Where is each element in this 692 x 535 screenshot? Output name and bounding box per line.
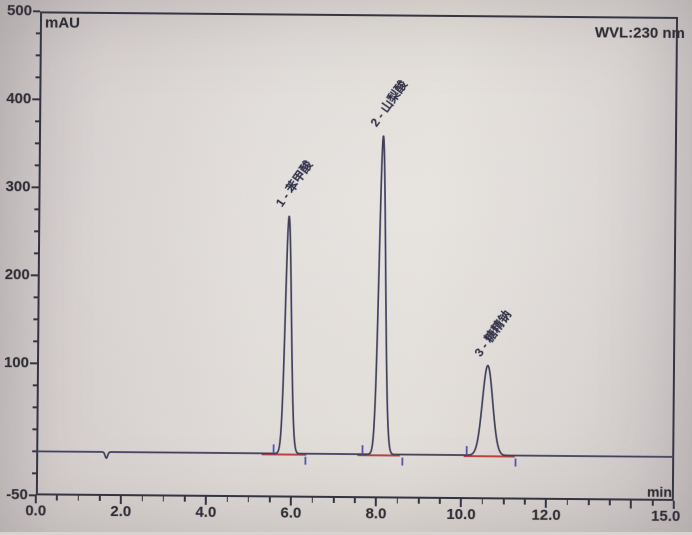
y-axis-tick: [33, 10, 40, 12]
x-axis-minor-tick: [652, 501, 654, 506]
x-axis-minor-tick: [163, 496, 165, 501]
y-axis-tick: [31, 274, 38, 276]
x-axis-tick-label: 15.0: [646, 508, 686, 526]
x-axis-minor-tick: [78, 496, 80, 501]
y-axis-minor-tick: [34, 296, 38, 298]
x-axis-tick-label: 12.0: [526, 507, 566, 525]
y-axis-minor-tick: [32, 450, 36, 452]
x-axis-minor-tick: [56, 496, 58, 501]
x-axis-minor-tick: [418, 499, 420, 504]
y-axis-tick-label: 400: [1, 90, 31, 108]
x-axis-minor-tick: [397, 499, 399, 504]
y-axis-minor-tick: [32, 428, 36, 430]
y-axis-tick-label: 200: [0, 266, 30, 284]
y-axis-minor-tick: [36, 32, 40, 34]
y-axis-minor-tick: [35, 76, 39, 78]
x-axis-tick-label: 8.0: [356, 505, 396, 523]
x-axis-minor-tick: [269, 497, 271, 502]
x-axis-tick-label: 2.0: [101, 503, 141, 521]
x-axis-minor-tick: [184, 497, 186, 502]
chromatogram-trace: [36, 133, 677, 463]
y-axis-minor-tick: [33, 318, 37, 320]
chromatogram-plot-area: [36, 11, 678, 501]
x-axis-minor-tick: [524, 500, 526, 505]
y-axis-minor-tick: [33, 384, 37, 386]
x-axis-tick-label: 10.0: [441, 506, 481, 524]
y-axis-minor-tick: [35, 120, 39, 122]
x-axis-minor-tick: [333, 498, 335, 503]
x-axis-tick-label: 6.0: [271, 504, 311, 522]
x-axis-minor-tick: [609, 500, 611, 505]
y-axis-minor-tick: [35, 142, 39, 144]
x-axis-minor-tick: [311, 498, 313, 503]
x-axis-minor-tick: [354, 498, 356, 503]
x-axis-minor-tick: [503, 499, 505, 504]
y-axis-minor-tick: [34, 208, 38, 210]
x-axis-minor-tick: [226, 497, 228, 502]
x-axis-minor-tick: [99, 496, 101, 501]
y-axis-tick: [32, 186, 39, 188]
x-axis-minor-tick: [567, 500, 569, 505]
y-axis-unit-label: mAU: [45, 14, 80, 31]
x-axis-minor-tick: [141, 496, 143, 501]
y-axis-minor-tick: [32, 472, 36, 474]
y-axis-tick-label: 300: [0, 178, 30, 196]
x-axis-minor-tick: [588, 500, 590, 505]
x-axis-tick-label: 4.0: [186, 504, 226, 522]
y-axis-minor-tick: [33, 406, 37, 408]
y-axis-minor-tick: [34, 230, 38, 232]
y-axis-tick: [30, 362, 37, 364]
detector-wavelength-label: WVL:230 nm: [482, 23, 685, 42]
plot-frame: [37, 12, 677, 500]
y-axis-minor-tick: [35, 164, 39, 166]
x-axis-minor-tick: [482, 499, 484, 504]
x-axis-tick-label: 0.0: [16, 502, 56, 520]
x-axis-unit-label: min: [598, 483, 672, 500]
y-axis-minor-tick: [33, 340, 37, 342]
x-axis-minor-tick: [439, 499, 441, 504]
x-axis-minor-tick: [248, 497, 250, 502]
y-axis-minor-tick: [34, 252, 38, 254]
y-axis-tick-label: 500: [2, 2, 32, 20]
x-axis-major-tick: [630, 501, 632, 509]
y-axis-tick-label: 100: [0, 354, 29, 372]
y-axis-minor-tick: [36, 54, 40, 56]
y-axis-tick: [32, 98, 39, 100]
